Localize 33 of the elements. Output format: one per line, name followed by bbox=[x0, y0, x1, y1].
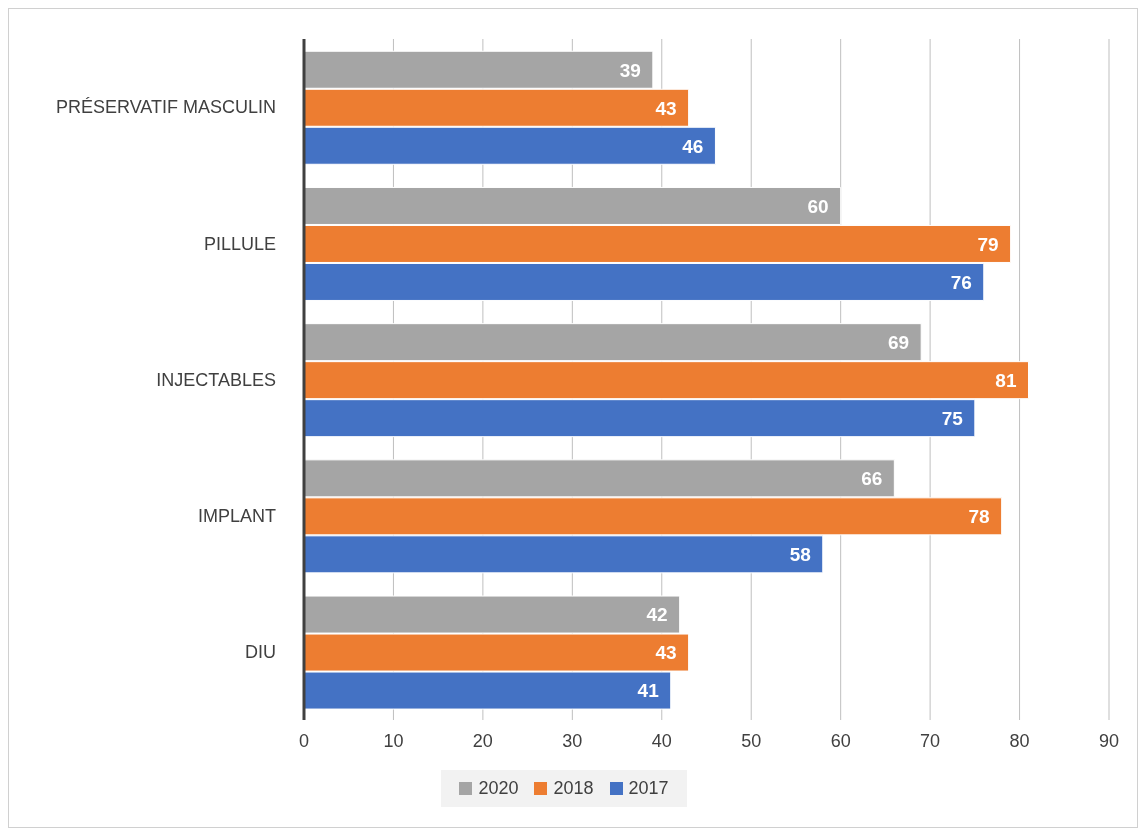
data-label: 69 bbox=[888, 331, 910, 353]
legend-label: 2018 bbox=[552, 778, 594, 799]
data-label: 75 bbox=[941, 407, 964, 429]
data-label: 66 bbox=[861, 468, 883, 490]
data-label: 58 bbox=[789, 544, 811, 566]
data-label: 43 bbox=[655, 97, 677, 119]
y-tick-label: IMPLANT bbox=[197, 506, 276, 527]
x-tick-label: 20 bbox=[472, 730, 493, 751]
data-label: 79 bbox=[977, 233, 999, 255]
data-label: 81 bbox=[995, 369, 1017, 391]
y-tick-label: PRÉSERVATIF MASCULIN bbox=[55, 97, 276, 118]
x-tick-label: 10 bbox=[383, 730, 404, 751]
x-tick-label: 0 bbox=[298, 730, 310, 751]
y-tick-label: INJECTABLES bbox=[156, 369, 276, 390]
data-label: 76 bbox=[950, 271, 972, 293]
data-label: 42 bbox=[646, 604, 668, 626]
x-tick-label: 90 bbox=[1098, 730, 1120, 751]
data-label: 39 bbox=[619, 59, 641, 81]
data-label: 46 bbox=[682, 135, 704, 157]
data-label: 60 bbox=[807, 195, 829, 217]
data-label: 78 bbox=[968, 506, 990, 528]
y-tick-label: PILLULE bbox=[203, 233, 276, 254]
legend-label: 2020 bbox=[477, 778, 519, 799]
x-tick-label: 40 bbox=[651, 730, 672, 751]
data-label: 41 bbox=[637, 680, 660, 702]
x-tick-label: 60 bbox=[830, 730, 851, 751]
x-tick-label: 80 bbox=[1009, 730, 1030, 751]
legend-label: 2017 bbox=[627, 778, 669, 799]
data-label: 43 bbox=[655, 642, 677, 664]
x-tick-label: 30 bbox=[562, 730, 583, 751]
x-tick-label: 70 bbox=[920, 730, 941, 751]
x-tick-label: 50 bbox=[741, 730, 762, 751]
y-tick-label: DIU bbox=[245, 642, 276, 663]
